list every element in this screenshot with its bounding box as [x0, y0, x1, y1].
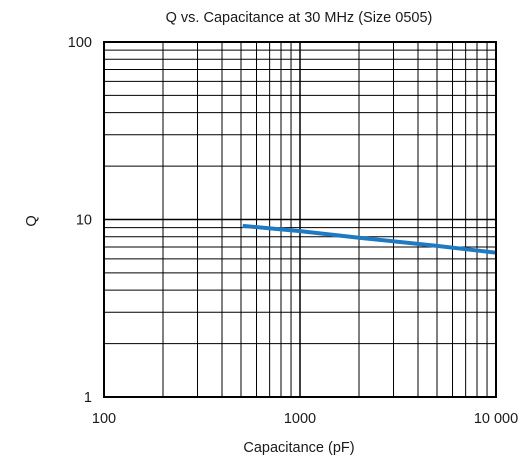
series-layer [242, 223, 497, 255]
chart-title: Q vs. Capacitance at 30 MHz (Size 0505) [166, 10, 433, 26]
x-tick-labels: 100 1000 10 000 [92, 411, 518, 427]
x-tick-label: 1000 [284, 411, 316, 427]
y-tick-label: 10 [76, 213, 92, 229]
x-axis-label: Capacitance (pF) [243, 440, 354, 456]
x-tick-label: 10 000 [474, 411, 518, 427]
y-tick-label: 100 [68, 35, 92, 51]
y-tick-labels: 1 10 100 [68, 35, 92, 406]
x-tick-label: 100 [92, 411, 116, 427]
y-tick-label: 1 [84, 390, 92, 406]
grid [104, 42, 496, 397]
series-line [242, 223, 497, 255]
plot-frame [103, 41, 497, 398]
y-axis-label: Q [24, 215, 40, 226]
